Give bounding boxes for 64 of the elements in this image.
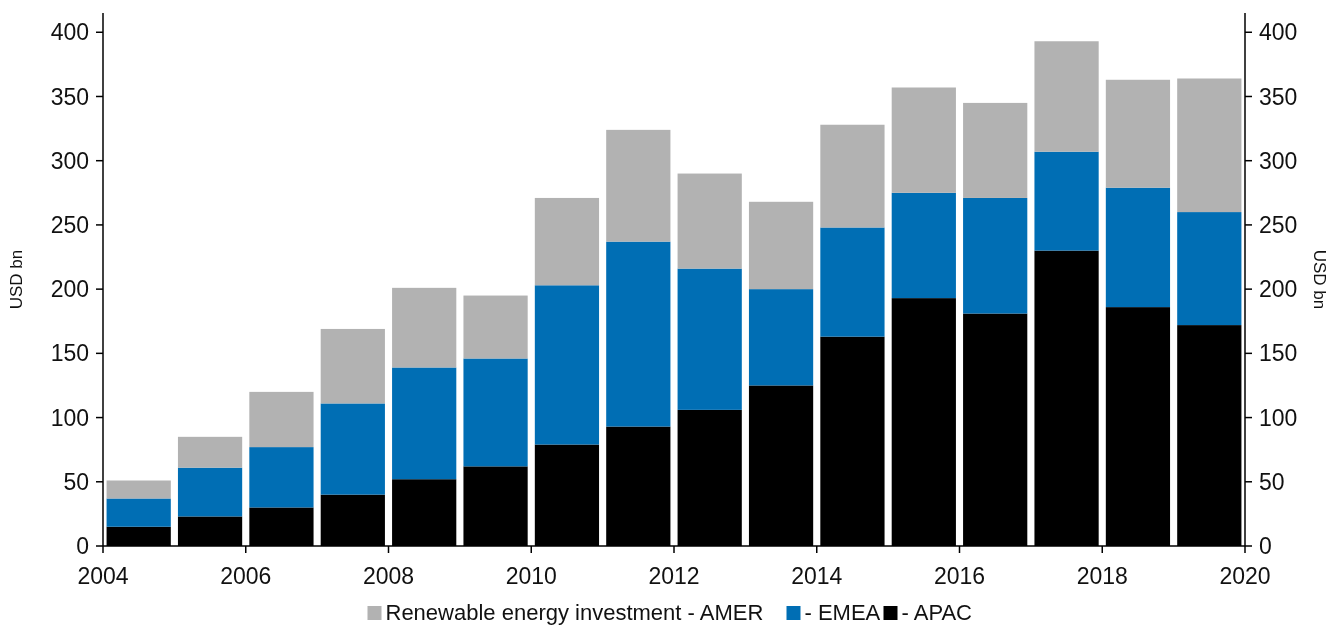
bar [106,498,171,527]
bar [963,197,1028,314]
bar [1177,78,1242,213]
bar [463,358,528,467]
y-tick-label: 250 [50,211,89,238]
y-tick-label: 400 [50,19,89,46]
bar [1177,212,1242,326]
y-axis-title: USD bn [7,249,26,310]
bar [249,391,314,448]
bar [1105,79,1171,188]
bar [748,289,814,386]
y2-tick-label: 350 [1259,83,1298,110]
bar [1034,151,1099,251]
x-tick-label: 2004 [77,563,129,589]
bar [320,328,385,404]
bar [177,436,243,468]
bar [249,447,314,508]
x-tick-label: 2018 [1076,563,1128,589]
x-tick-label: 2010 [505,563,557,589]
bar [891,192,956,299]
y-tick-label: 300 [50,147,89,174]
bar [177,467,243,517]
x-tick-label: 2008 [362,563,415,589]
bar [1105,187,1171,308]
x-tick-label: 2012 [648,563,700,589]
bar [463,295,528,359]
y-tick-label: 150 [50,340,89,367]
bar [677,173,742,269]
bar [606,129,671,242]
y-tick-label: 0 [76,533,89,560]
bar [392,287,457,368]
bar [820,124,885,228]
y2-tick-label: 50 [1259,468,1285,495]
bar [534,285,600,445]
x-tick-label: 2014 [791,563,843,589]
x-tick-label: 2020 [1219,563,1271,589]
bar [1034,41,1099,152]
y-tick-label: 200 [50,276,89,303]
bar [677,268,742,410]
bar [748,201,814,290]
y-tick-label: 100 [50,404,89,431]
legend-label: - APAC [901,600,973,625]
bar [820,227,885,337]
y2-tick-label: 250 [1259,211,1298,238]
y2-tick-label: 200 [1259,276,1298,303]
legend-label: - EMEA [804,600,881,625]
y2-tick-label: 0 [1259,533,1272,560]
y2-tick-label: 400 [1259,19,1298,46]
bar [534,197,600,286]
bar [963,102,1028,198]
bar [320,403,385,495]
legend-label: Renewable energy investment - AMER [385,600,764,625]
y2-tick-label: 100 [1259,404,1298,431]
y-tick-label: 350 [50,83,89,110]
x-tick-label: 2016 [933,563,986,589]
y-tick-label: 50 [63,468,89,495]
bar [891,87,956,193]
bar [392,367,457,480]
bar [106,480,171,499]
y2-tick-label: 300 [1259,147,1298,174]
bar [606,241,671,427]
x-tick-label: 2006 [220,563,272,589]
y2-tick-label: 150 [1259,340,1298,367]
y2-axis-title: USD bn [1310,249,1329,310]
